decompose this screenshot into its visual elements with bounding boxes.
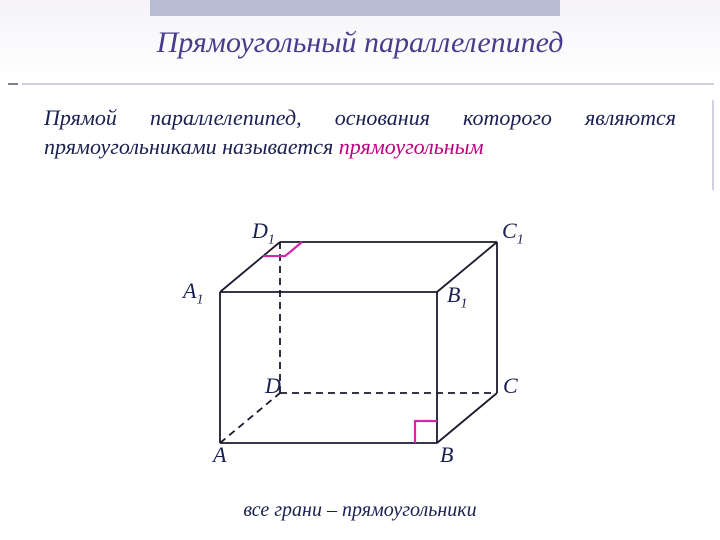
decorative-top-bar [150,0,560,16]
vertex-label-B: B [440,442,453,468]
page-title: Прямоугольный параллелепипед [0,26,720,60]
figure-caption: все грани – прямоугольники [0,499,720,522]
vertex-label-D1: D1 [252,218,275,248]
vertex-label-D: D [265,373,281,399]
vertex-label-A: A [213,442,226,468]
vertex-label-C1: C1 [502,218,524,248]
definition-highlight: прямоугольным [339,134,484,159]
parallelepiped-figure: A B C D A1 B1 C1 D1 [0,210,720,480]
parallelepiped-svg [0,210,720,480]
definition-text: Прямой параллелепипед, основания которог… [44,104,676,161]
vertex-label-A1: A1 [183,278,203,308]
rule-dash [8,83,18,85]
vertex-label-C: C [503,373,518,399]
horizontal-rule [22,83,714,85]
vertex-label-B1: B1 [447,282,467,312]
right-rule [712,100,714,190]
